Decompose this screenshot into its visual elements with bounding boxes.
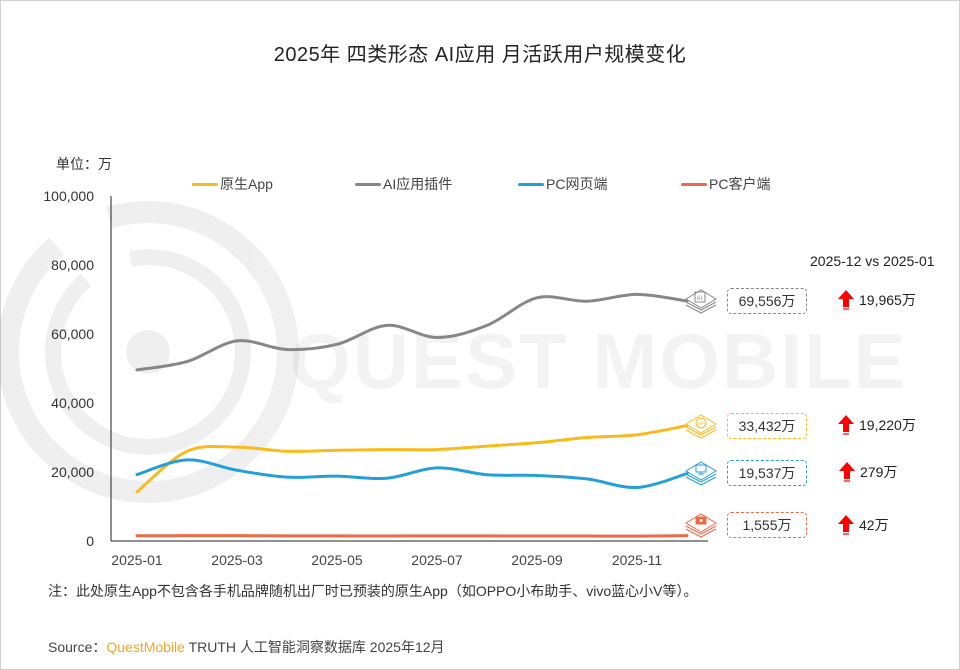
delta-value: 19,965万 bbox=[859, 292, 916, 308]
y-tick-label: 60,000 bbox=[51, 326, 94, 342]
legend-label: PC网页端 bbox=[546, 176, 608, 192]
app-icon: APP bbox=[685, 414, 717, 439]
source-prefix: Source： bbox=[48, 639, 107, 655]
footnote: 注：此处原生App不包含各手机品牌随机出厂时已预装的原生App（如OPPO小布助… bbox=[48, 583, 698, 599]
x-tick-label: 2025-11 bbox=[612, 552, 663, 568]
legend-item-pc-web[interactable]: PC网页端 bbox=[518, 174, 681, 194]
up-arrow-icon bbox=[838, 415, 854, 435]
delta-value: 279万 bbox=[860, 464, 898, 480]
up-arrow-icon bbox=[839, 462, 855, 482]
delta-pc-client: 42万 bbox=[837, 514, 889, 536]
value-box-ai-plugin: 69,556万 bbox=[727, 288, 807, 314]
legend-label: 原生App bbox=[220, 176, 273, 192]
delta-native-app: 19,220万 bbox=[837, 414, 916, 436]
legend-item-ai-plugin[interactable]: AI应用插件 bbox=[355, 174, 518, 194]
series-line[interactable] bbox=[135, 424, 689, 494]
y-tick-label: 40,000 bbox=[51, 395, 94, 411]
series-lines bbox=[135, 292, 689, 538]
delta-value: 19,220万 bbox=[859, 417, 916, 433]
svg-text:AI: AI bbox=[697, 296, 703, 302]
y-tick-label: 80,000 bbox=[51, 257, 94, 273]
source-suffix: TRUTH 人工智能洞察数据库 2025年12月 bbox=[184, 639, 445, 655]
legend-item-native-app[interactable]: 原生App bbox=[192, 174, 355, 194]
y-axis-ticks: 100,000 80,000 60,000 40,000 20,000 0 bbox=[43, 188, 94, 549]
delta-pc-web: 279万 bbox=[838, 461, 897, 483]
up-arrow-icon bbox=[838, 515, 854, 535]
delta-value: 42万 bbox=[859, 517, 889, 533]
series-line[interactable] bbox=[135, 458, 689, 490]
legend-swatch-icon bbox=[355, 182, 381, 186]
source-brand: QuestMobile bbox=[106, 639, 185, 655]
chart-title: 2025年 四类形态 AI应用 月活跃用户规模变化 bbox=[273, 44, 687, 66]
legend-swatch-icon bbox=[192, 182, 218, 186]
delta-ai-plugin: 19,965万 bbox=[837, 289, 916, 311]
legend-item-pc-client[interactable]: PC客户端 bbox=[681, 174, 844, 194]
x-axis-ticks: 2025-01 2025-03 2025-05 2025-07 2025-09 2025-… bbox=[111, 552, 662, 568]
x-tick-label: 2025-05 bbox=[311, 552, 363, 568]
x-tick-label: 2025-03 bbox=[211, 552, 263, 568]
series-line[interactable] bbox=[135, 292, 689, 372]
y-tick-label: 0 bbox=[86, 533, 94, 549]
y-tick-label: 100,000 bbox=[43, 188, 94, 204]
legend: 原生App AI应用插件 PC网页端 PC客户端 bbox=[192, 174, 844, 194]
legend-swatch-icon bbox=[681, 182, 707, 186]
x-tick-label: 2025-09 bbox=[511, 552, 563, 568]
unit-label: 单位：万 bbox=[56, 156, 112, 172]
monitor-icon bbox=[685, 461, 717, 486]
legend-label: PC客户端 bbox=[709, 176, 771, 192]
up-arrow-icon bbox=[838, 290, 854, 310]
x-tick-label: 2025-01 bbox=[111, 552, 163, 568]
value-box-pc-client: 1,555万 bbox=[727, 512, 807, 538]
source-line: Source：QuestMobile TRUTH 人工智能洞察数据库 2025年… bbox=[48, 637, 445, 657]
x-tick-label: 2025-07 bbox=[411, 552, 463, 568]
value-box-native-app: 33,432万 bbox=[727, 413, 807, 439]
ai-plugin-icon: AI bbox=[685, 289, 717, 314]
legend-swatch-icon bbox=[518, 182, 544, 186]
legend-label: AI应用插件 bbox=[383, 176, 453, 192]
laptop-icon bbox=[685, 513, 717, 538]
value-box-pc-web: 19,537万 bbox=[727, 460, 807, 486]
y-tick-label: 20,000 bbox=[51, 464, 94, 480]
comparison-title: 2025-12 vs 2025-01 bbox=[810, 253, 935, 269]
svg-text:APP: APP bbox=[697, 421, 705, 426]
